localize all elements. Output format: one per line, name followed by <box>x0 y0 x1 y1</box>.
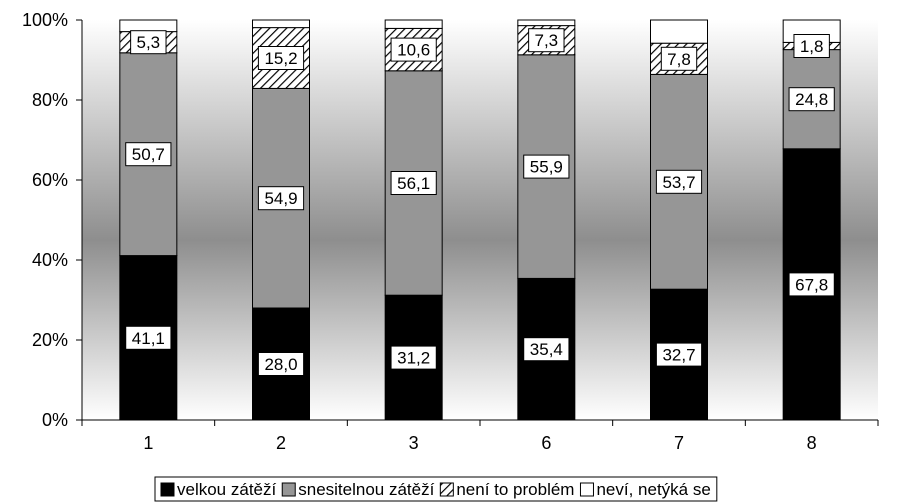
data-label-box <box>523 154 570 179</box>
legend-label: není to problém <box>456 480 574 499</box>
x-category-label: 2 <box>276 433 286 453</box>
data-label: 1,8 <box>800 37 824 56</box>
y-axis: 0% 20% 40% 60% 80% 100% <box>22 10 83 430</box>
data-label: 56,1 <box>397 174 430 193</box>
data-label: 54,9 <box>264 189 297 208</box>
legend-label: neví, netýká se <box>596 480 710 499</box>
bar-segment-4 <box>650 19 708 44</box>
data-labels: 41,1 50,7 5,3 28,0 54,9 15,2 31,2 56,1 10,6 35,4 5… <box>125 28 835 376</box>
data-label-box <box>125 325 172 350</box>
data-label-box <box>390 345 437 370</box>
legend: velkou zátěží snesitelnou zátěží není to p… <box>154 476 718 502</box>
data-label-box <box>257 352 305 376</box>
data-label: 15,2 <box>264 49 297 68</box>
x-axis: 1 2 3 6 7 8 <box>81 419 879 453</box>
data-label: 41,1 <box>132 329 165 348</box>
data-label-box <box>125 142 172 167</box>
legend-label: snesitelnou zátěží <box>298 480 434 499</box>
legend-swatch <box>281 482 296 497</box>
data-label: 55,9 <box>530 158 563 177</box>
data-label: 10,6 <box>397 41 430 60</box>
legend-swatch <box>439 482 454 497</box>
bar-segment-4 <box>384 19 443 29</box>
data-label: 24,8 <box>795 90 828 109</box>
data-label-box <box>390 37 437 62</box>
y-tick-label: 40% <box>32 250 68 270</box>
data-label: 67,8 <box>795 275 828 294</box>
y-tick-label: 60% <box>32 170 68 190</box>
data-label-box <box>788 87 835 112</box>
data-label: 50,7 <box>132 145 165 164</box>
y-tick-label: 20% <box>32 330 68 350</box>
plot-area-background <box>82 20 878 420</box>
data-label-box <box>257 46 305 70</box>
y-tick-label: 80% <box>32 90 68 110</box>
x-category-label: 6 <box>541 433 551 453</box>
data-label: 28,0 <box>264 355 297 374</box>
x-category-label: 3 <box>409 433 419 453</box>
data-label-box <box>130 30 167 55</box>
data-label-box <box>390 171 437 195</box>
legend-swatch <box>579 482 594 497</box>
data-label-box <box>788 272 835 297</box>
data-label: 35,4 <box>530 340 563 359</box>
data-label: 5,3 <box>137 33 161 52</box>
bar-segment-4 <box>119 19 178 33</box>
data-label: 7,8 <box>667 50 691 69</box>
data-label: 32,7 <box>662 346 695 365</box>
bar-segment-4 <box>517 19 576 27</box>
y-tick-label: 100% <box>22 10 68 30</box>
data-label: 7,3 <box>535 31 559 50</box>
data-label-box <box>257 186 305 211</box>
y-tick-label: 0% <box>42 410 68 430</box>
data-label-box <box>660 46 698 71</box>
data-label: 53,7 <box>662 173 695 192</box>
data-label-box <box>528 28 565 53</box>
legend-frame <box>154 476 718 502</box>
data-label-box <box>523 337 570 362</box>
legend-label: velkou zátěží <box>177 480 276 499</box>
data-label-box <box>655 342 703 367</box>
x-category-label: 7 <box>674 433 684 453</box>
data-label-box <box>655 169 703 194</box>
bar-segment-4 <box>252 19 310 29</box>
x-category-label: 8 <box>807 433 817 453</box>
data-label: 31,2 <box>397 349 430 368</box>
data-label-box <box>793 34 830 58</box>
x-category-label: 1 <box>143 433 153 453</box>
legend-swatch <box>160 482 175 497</box>
